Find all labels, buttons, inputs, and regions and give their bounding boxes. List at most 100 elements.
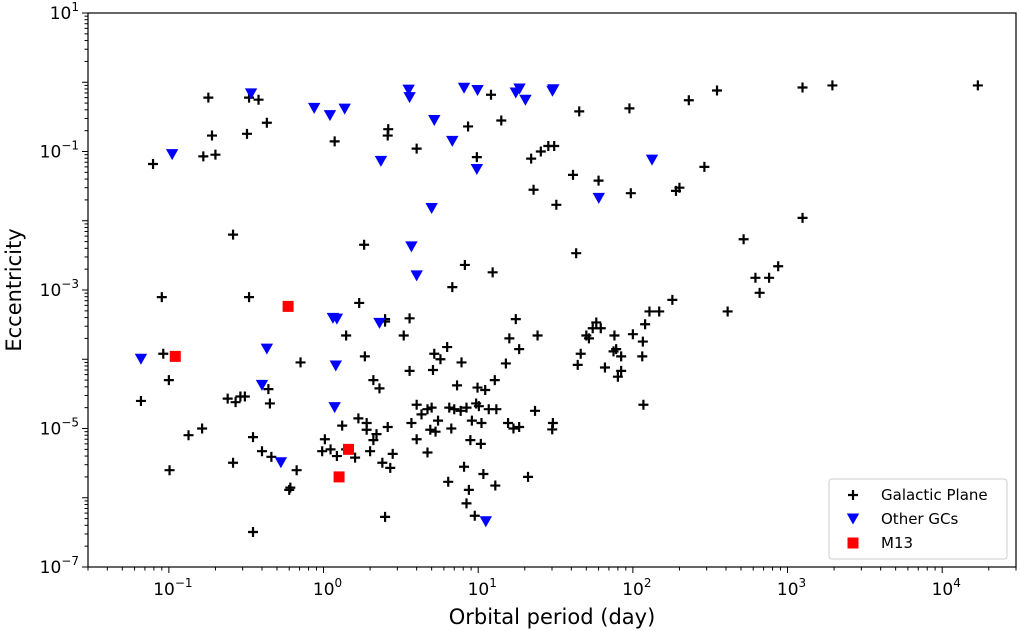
x-tick-label: 10−1 (153, 576, 192, 600)
galactic-plane-point (463, 484, 474, 495)
galactic-plane-point (459, 259, 470, 270)
other-gcs-point (373, 317, 386, 329)
galactic-plane-point (291, 465, 302, 476)
galactic-plane-point (442, 342, 453, 353)
galactic-plane-point (699, 161, 710, 172)
legend-label: Galactic Plane (881, 486, 988, 504)
galactic-plane-point (514, 344, 525, 355)
galactic-plane-point (244, 292, 255, 303)
galactic-plane-point (549, 141, 560, 152)
m13-point (169, 350, 181, 362)
other-gcs-point (307, 102, 321, 114)
galactic-plane-point (135, 395, 146, 406)
galactic-plane-point (354, 297, 365, 308)
galactic-plane-point (797, 212, 808, 223)
galactic-plane-point (416, 409, 427, 420)
galactic-plane-point (164, 465, 175, 476)
legend: Galactic Plane Other GCs M13 (828, 478, 1008, 560)
galactic-plane-point (530, 405, 541, 416)
galactic-plane-point (827, 80, 838, 91)
galactic-plane-point (750, 272, 761, 283)
galactic-plane-point (456, 357, 467, 368)
galactic-plane-point (446, 423, 457, 434)
plot-marks (134, 80, 983, 538)
galactic-plane-point (447, 282, 458, 293)
galactic-plane-point (228, 229, 239, 240)
legend-marker (846, 513, 860, 525)
other-gcs-point (470, 163, 484, 175)
galactic-plane-point (198, 151, 209, 162)
other-gcs-point (471, 85, 484, 97)
galactic-plane-point (422, 447, 433, 458)
other-gcs-point (446, 135, 459, 147)
galactic-plane-point (461, 498, 472, 509)
other-gcs-point (513, 83, 526, 95)
galactic-plane-point (427, 364, 438, 375)
galactic-plane-point (571, 248, 582, 259)
galactic-plane-point (377, 457, 388, 468)
other-gcs-point (338, 103, 351, 115)
legend-box (828, 478, 1008, 560)
galactic-plane-point (284, 484, 295, 495)
galactic-plane-point (242, 128, 253, 139)
galactic-plane-point (489, 375, 500, 386)
galactic-plane-point (504, 333, 515, 344)
galactic-plane-point (644, 306, 655, 317)
galactic-plane-point (487, 267, 498, 278)
galactic-plane-point (640, 319, 651, 330)
galactic-plane-point (452, 380, 463, 391)
other-gcs-point (244, 88, 258, 100)
galactic-plane-point (471, 152, 482, 163)
galactic-plane-point (683, 95, 694, 106)
galactic-plane-point (425, 424, 436, 435)
m13-point (282, 300, 294, 312)
galactic-plane-point (478, 469, 489, 480)
legend-label: Other GCs (881, 510, 958, 528)
galactic-plane-point (359, 239, 370, 250)
galactic-plane-point (625, 188, 636, 199)
galactic-plane-point (228, 457, 239, 468)
galactic-plane-point (490, 480, 501, 491)
galactic-plane-point (368, 435, 379, 446)
galactic-plane-point (380, 511, 391, 522)
other-gcs-point (323, 110, 337, 122)
galactic-plane-point (674, 182, 685, 193)
galactic-plane-point (547, 418, 558, 429)
y-tick-label: 101 (50, 0, 79, 24)
galactic-plane-point (398, 330, 409, 341)
galactic-plane-point (353, 413, 364, 424)
y-tick-label: 10−5 (40, 416, 79, 440)
galactic-plane-point (567, 169, 578, 180)
galactic-plane-point (455, 405, 466, 416)
galactic-plane-point (361, 418, 372, 429)
galactic-plane-point (574, 106, 585, 117)
galactic-plane-point (230, 397, 241, 408)
other-gcs-point (260, 343, 274, 355)
galactic-plane-point (248, 432, 259, 443)
y-axis: 10−7 10−5 10−3 10−1 101 (40, 0, 88, 578)
legend-label: M13 (881, 534, 913, 552)
galactic-plane-point (591, 317, 602, 328)
galactic-plane-point (599, 362, 610, 373)
galactic-plane-point (572, 359, 583, 370)
other-gcs-point (547, 84, 560, 96)
galactic-plane-point (627, 329, 638, 340)
galactic-plane-point (385, 462, 396, 473)
galactic-plane-point (612, 371, 623, 382)
galactic-plane-point (466, 415, 477, 426)
legend-marker (847, 537, 859, 549)
galactic-plane-point (510, 314, 521, 325)
x-axis: 10−1 100 101 102 103 104 (87, 567, 1017, 600)
m13-point (333, 471, 345, 483)
galactic-plane-point (738, 234, 749, 245)
galactic-plane-point (210, 149, 221, 160)
galactic-plane-point (256, 446, 267, 457)
galactic-plane-point (374, 383, 385, 394)
galactic-plane-point (773, 261, 784, 272)
other-gcs-point (274, 457, 288, 469)
galactic-plane-point (469, 510, 480, 521)
galactic-plane-point (158, 348, 169, 359)
galactic-plane-point (383, 124, 394, 135)
